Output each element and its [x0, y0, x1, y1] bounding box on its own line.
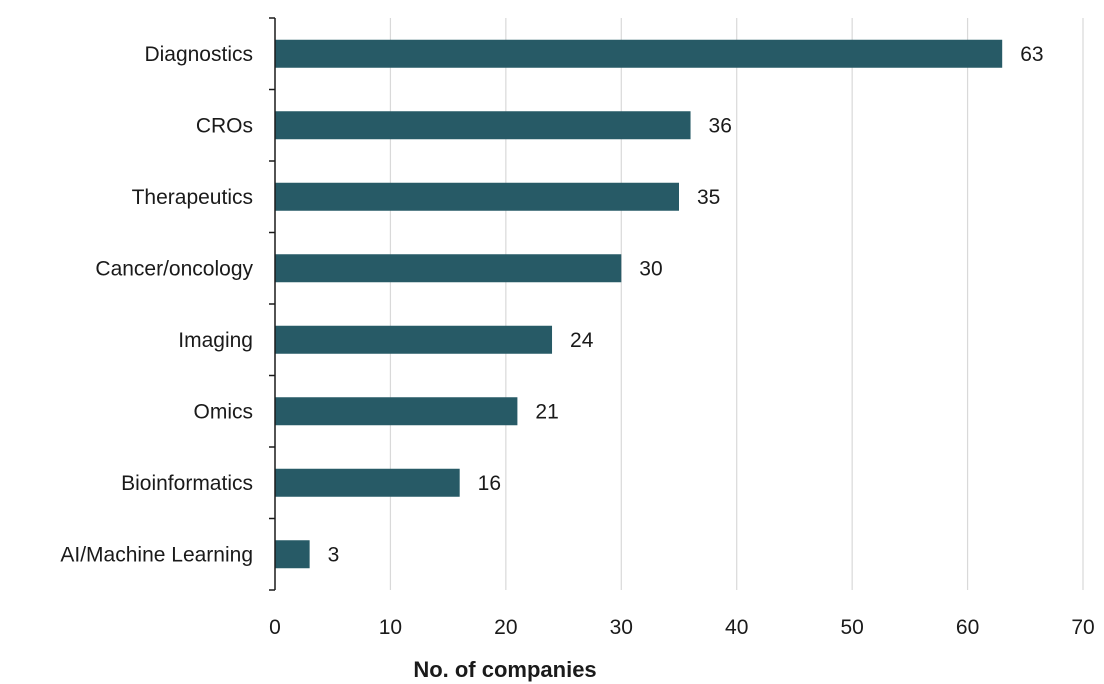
x-tick-label: 0 [269, 616, 281, 639]
x-tick-label: 40 [725, 616, 748, 639]
bar [275, 254, 622, 283]
data-label: 35 [697, 186, 720, 209]
labels: 0 10 20 30 40 50 60 70 Diagnostics 63 CROs 36 Therap… [60, 43, 1094, 639]
category-label: Therapeutics [132, 186, 253, 209]
bar [275, 397, 518, 426]
bar [275, 39, 1003, 68]
category-label: Omics [194, 400, 254, 423]
bar [275, 468, 460, 497]
data-label: 63 [1020, 43, 1043, 66]
grid-lines [389, 18, 1084, 590]
axes [269, 17, 276, 591]
category-label: Bioinformatics [121, 472, 253, 495]
bar [275, 111, 691, 140]
data-label: 21 [535, 400, 558, 423]
data-label: 16 [478, 472, 501, 495]
x-tick-label: 30 [610, 616, 633, 639]
x-tick-label: 70 [1071, 616, 1094, 639]
category-label: Diagnostics [144, 43, 253, 66]
x-tick-label: 50 [840, 616, 863, 639]
data-label: 3 [328, 543, 340, 566]
category-label: Cancer/oncology [95, 257, 253, 280]
data-label: 30 [639, 257, 662, 280]
x-axis-title: No. of companies [413, 657, 596, 682]
category-label: AI/Machine Learning [60, 543, 253, 566]
data-label: 36 [709, 114, 732, 137]
category-label: Imaging [178, 329, 253, 352]
x-tick-label: 20 [494, 616, 517, 639]
bar [275, 182, 679, 211]
x-tick-label: 60 [956, 616, 979, 639]
bars [275, 39, 1003, 569]
bar [275, 540, 310, 569]
x-tick-label: 10 [379, 616, 402, 639]
bar [275, 325, 553, 354]
data-label: 24 [570, 329, 594, 352]
category-label: CROs [196, 114, 253, 137]
